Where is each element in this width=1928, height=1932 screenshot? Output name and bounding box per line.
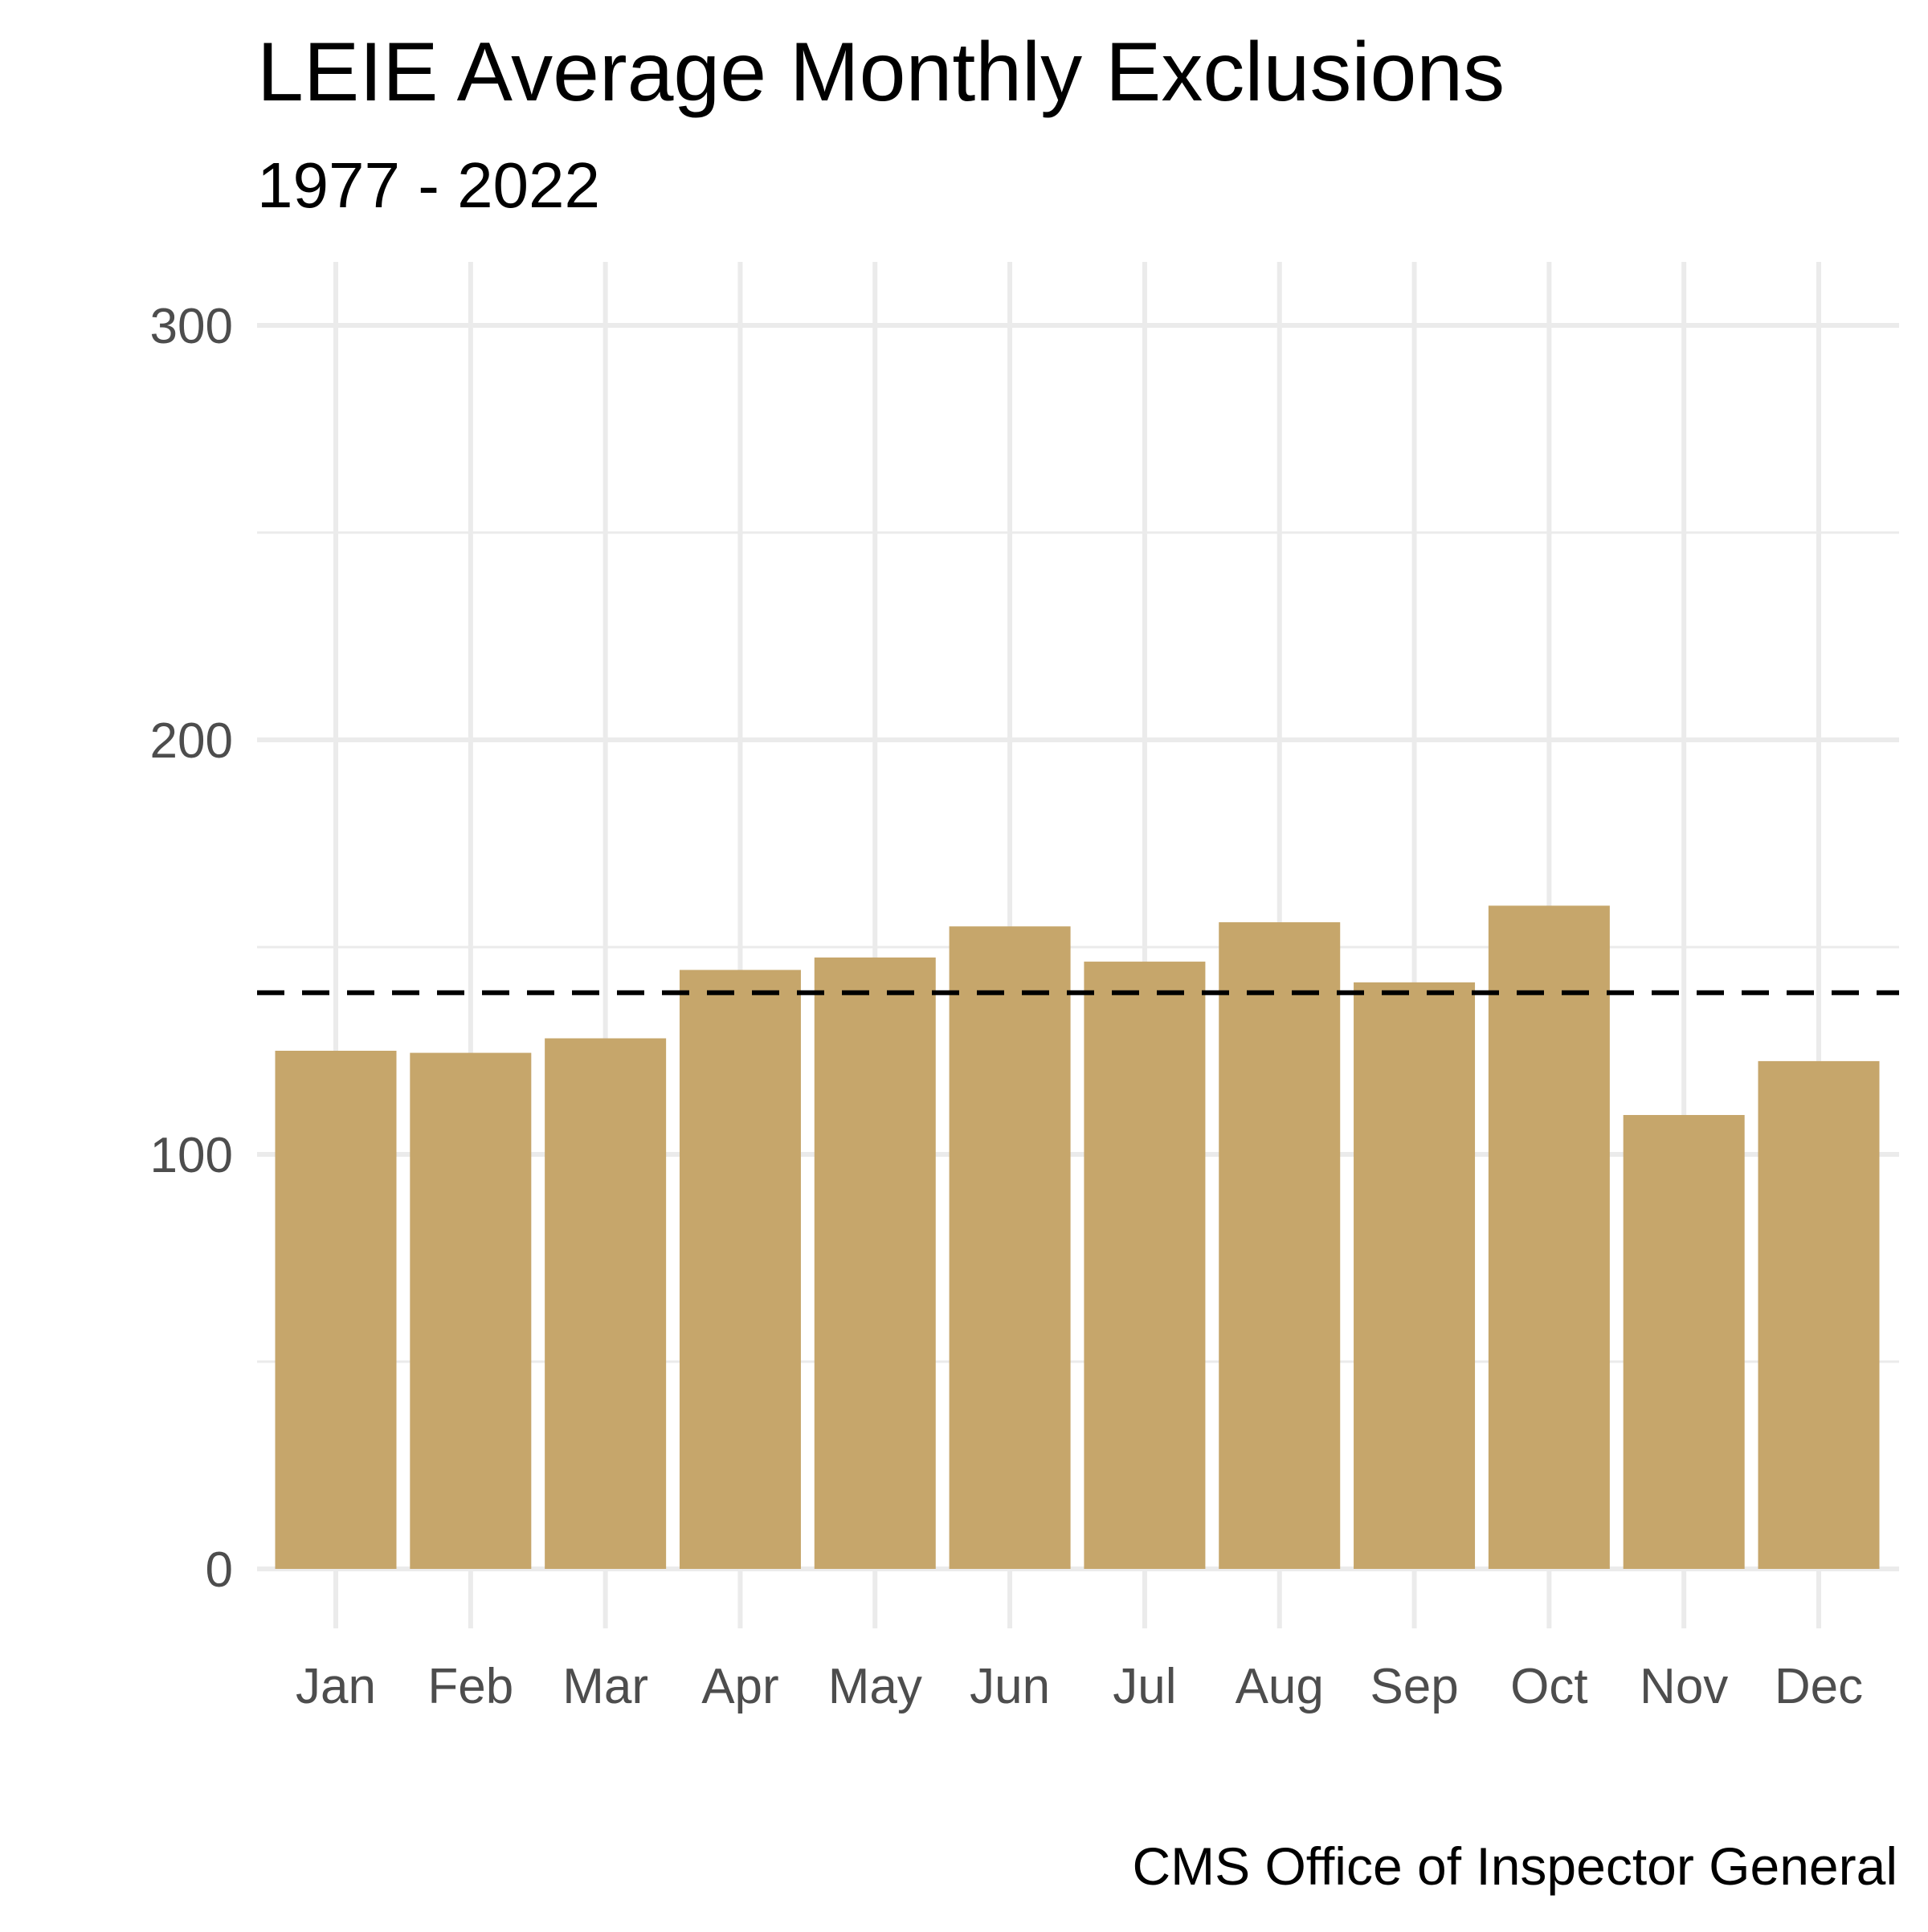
x-tick-label: Feb xyxy=(427,1659,513,1714)
bar-jun xyxy=(949,926,1071,1569)
y-tick-label: 200 xyxy=(150,713,233,769)
bar-jan xyxy=(275,1051,397,1569)
x-tick-label: Mar xyxy=(562,1659,648,1714)
chart-title: LEIE Average Monthly Exclusions xyxy=(257,26,1505,119)
x-tick-label: Nov xyxy=(1640,1659,1728,1714)
x-tick-label: May xyxy=(828,1659,922,1714)
x-tick-label: Jun xyxy=(970,1659,1050,1714)
bar-nov xyxy=(1623,1114,1745,1569)
x-tick-label: Oct xyxy=(1510,1659,1587,1714)
bar-aug xyxy=(1219,922,1341,1569)
bar-jul xyxy=(1084,962,1206,1569)
bar-mar xyxy=(545,1038,667,1569)
bar-sep xyxy=(1354,982,1476,1569)
x-tick-label: Sep xyxy=(1370,1659,1458,1714)
y-tick-label: 100 xyxy=(150,1128,233,1183)
y-tick-label: 0 xyxy=(206,1542,233,1598)
y-tick-label: 300 xyxy=(150,299,233,354)
bar-oct xyxy=(1488,905,1610,1569)
bars xyxy=(275,905,1880,1569)
x-tick-label: Apr xyxy=(701,1659,778,1714)
bar-may xyxy=(814,957,936,1569)
bar-dec xyxy=(1758,1060,1880,1569)
chart-caption: CMS Office of Inspector General xyxy=(1132,1836,1897,1896)
bar-feb xyxy=(410,1052,532,1569)
chart-subtitle: 1977 - 2022 xyxy=(257,149,600,221)
x-tick-label: Jan xyxy=(296,1659,376,1714)
x-tick-label: Aug xyxy=(1236,1659,1324,1714)
x-tick-label: Jul xyxy=(1113,1659,1176,1714)
bar-apr xyxy=(679,970,801,1569)
x-tick-label: Dec xyxy=(1775,1659,1863,1714)
x-axis: Jan Feb Mar Apr May Jun Jul Aug Sep Oct Nov Dec xyxy=(296,1659,1863,1714)
y-axis: 0 100 200 300 xyxy=(150,299,233,1598)
